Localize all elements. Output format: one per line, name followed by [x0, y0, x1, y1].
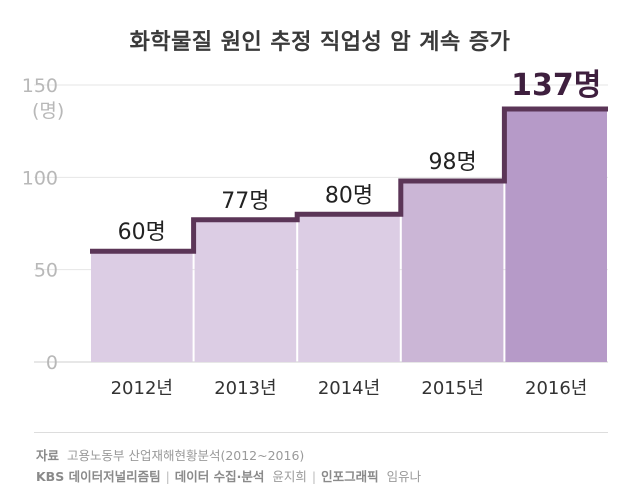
footer-credits: KBS 데이터저널리즘팀 | 데이터 수집·분석 윤지희 | 인포그래픽 임유나 — [36, 466, 421, 485]
data-credit-label: 데이터 수집·분석 — [174, 469, 265, 484]
data-labels: 60명 77명 80명 98명 137명 — [118, 68, 602, 245]
step-line-layer — [90, 106, 608, 254]
graphic-credit-label: 인포그래픽 — [321, 469, 379, 484]
y-tick-label: 50 — [34, 260, 58, 282]
data-credit-person: 윤지희 — [272, 469, 307, 484]
y-tick-label: 0 — [46, 352, 58, 374]
data-label: 60명 — [118, 220, 166, 245]
bar — [91, 251, 193, 362]
bar — [194, 219, 297, 362]
y-axis-unit: (명) — [32, 100, 64, 122]
x-tick-label: 2016년 — [525, 378, 587, 399]
x-axis: 2012년 2013년 2014년 2015년 2016년 — [111, 378, 588, 399]
bar-chart: 0 50 100 150 (명) 60명 77명 80명 98명 137명 2012년 2013년… — [22, 68, 608, 399]
data-label: 137명 — [511, 68, 601, 103]
source-label: 자료 — [36, 448, 60, 463]
data-label: 80명 — [325, 183, 373, 208]
source-text: 고용노동부 산업재해현황분석(2012~2016) — [66, 448, 305, 463]
data-label: 98명 — [428, 150, 476, 175]
step-line — [90, 106, 608, 254]
y-axis: 0 50 100 150 (명) — [22, 75, 65, 374]
x-tick-label: 2012년 — [111, 378, 173, 399]
y-tick-label: 150 — [22, 75, 58, 97]
graphic-credit-person: 임유나 — [386, 469, 422, 484]
bar — [505, 109, 607, 362]
x-tick-label: 2015년 — [421, 378, 483, 399]
org-name: KBS 데이터저널리즘팀 — [36, 469, 161, 484]
separator: | — [311, 469, 317, 484]
footer-divider — [34, 432, 608, 433]
data-label: 77명 — [221, 189, 269, 214]
footer-source: 자료 고용노동부 산업재해현황분석(2012~2016) — [36, 445, 304, 464]
y-tick-label: 100 — [22, 167, 58, 189]
bar — [298, 214, 400, 362]
separator: | — [165, 469, 170, 484]
chart-title: 화학물질 원인 추정 직업성 암 계속 증가 — [129, 30, 511, 55]
bars — [91, 109, 607, 362]
bar — [401, 181, 504, 362]
x-tick-label: 2013년 — [214, 378, 276, 399]
x-tick-label: 2014년 — [318, 378, 380, 399]
